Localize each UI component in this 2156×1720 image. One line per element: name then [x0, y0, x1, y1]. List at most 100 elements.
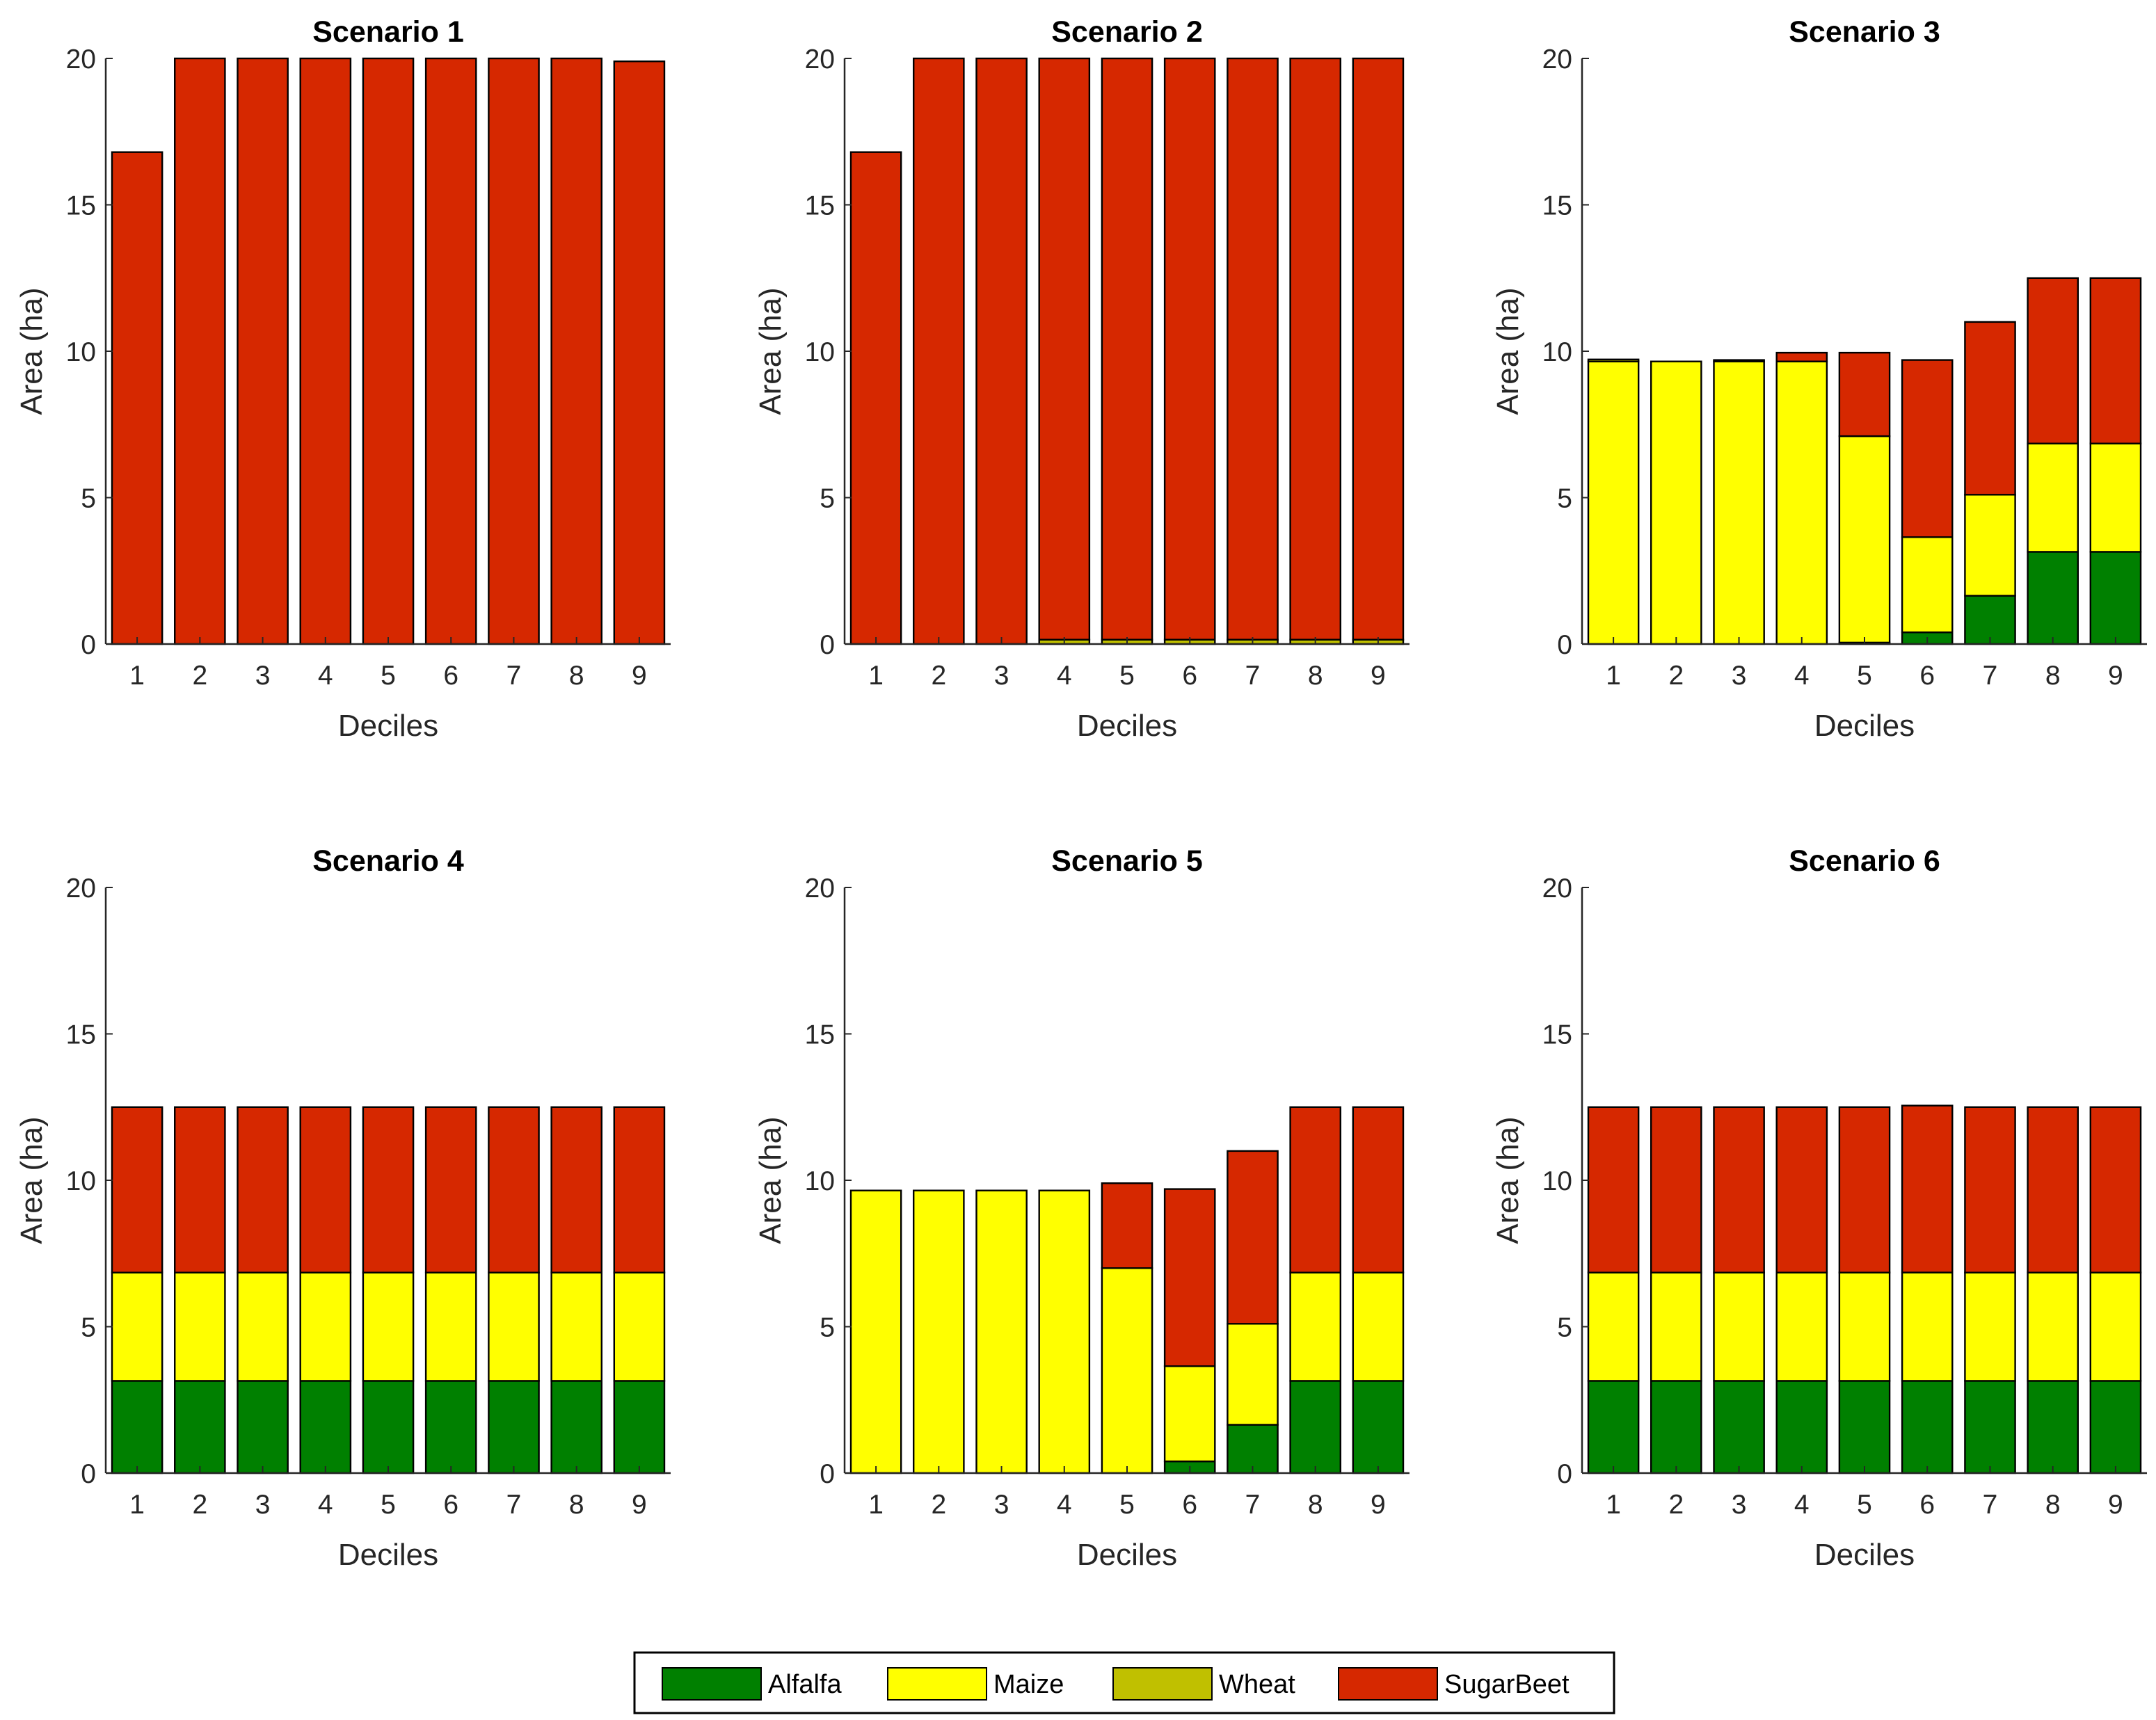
legend-swatch-alfalfa	[662, 1667, 762, 1701]
legend: Alfalfa Maize Wheat SugarBeet	[633, 1651, 1615, 1714]
x-axis-label: Deciles	[338, 709, 438, 743]
bar-maize-decile-4	[1775, 360, 1828, 645]
x-tick-label: 9	[632, 1490, 647, 1520]
x-tick-label: 5	[1857, 1490, 1872, 1520]
y-tick-label: 5	[820, 484, 835, 514]
y-tick-label: 15	[1542, 1020, 1572, 1050]
x-tick-label: 3	[255, 661, 271, 691]
x-tick-label: 7	[1983, 1490, 1998, 1520]
subplot-title: Scenario 4	[312, 844, 464, 878]
subplot-1: Scenario 1 0 5 10 15 20 1 2 3 4 5 6 7 8 9 Deciles Area (…	[15, 15, 671, 743]
y-tick-label: 10	[1542, 337, 1572, 367]
bar-wheat-decile-3	[1713, 359, 1765, 362]
y-tick-label: 10	[66, 337, 96, 367]
bar-alfalfa-decile-7	[1227, 1424, 1279, 1474]
x-tick-label: 3	[1732, 1490, 1747, 1520]
x-tick-label: 9	[632, 661, 647, 691]
bar-maize-decile-4	[1038, 1189, 1091, 1474]
subplot-title: Scenario 3	[1789, 15, 1940, 49]
bar-alfalfa-decile-3	[1713, 1380, 1765, 1474]
bar-sugarbeet-decile-4	[299, 57, 352, 645]
bar-alfalfa-decile-5	[1838, 1380, 1891, 1474]
y-tick-label: 15	[66, 191, 96, 221]
bar-sugarbeet-decile-8	[1289, 1106, 1341, 1273]
bar-alfalfa-decile-6	[424, 1380, 477, 1474]
x-tick-label: 2	[1668, 661, 1684, 691]
y-axis-label: Area (ha)	[1491, 1116, 1525, 1244]
bar-alfalfa-decile-8	[1289, 1380, 1341, 1474]
bar-maize-decile-2	[1650, 1271, 1702, 1382]
bar-sugarbeet-decile-5	[362, 57, 415, 645]
x-tick-label: 3	[255, 1490, 271, 1520]
x-tick-label: 5	[1119, 661, 1135, 691]
bar-alfalfa-decile-4	[1775, 1380, 1828, 1474]
y-tick-label: 0	[1557, 630, 1572, 660]
bar-sugarbeet-decile-1	[111, 1106, 163, 1273]
bar-sugarbeet-decile-5	[362, 1106, 415, 1273]
y-tick-label: 15	[805, 1020, 835, 1050]
bar-sugarbeet-decile-3	[237, 1106, 289, 1273]
bar-sugarbeet-decile-4	[1775, 351, 1828, 362]
bar-maize-decile-7	[1227, 1323, 1279, 1426]
subplot-3: Scenario 3 0 5 10 15 20 1 2 3 4 5 6 7 8 9 Deciles Area (…	[1491, 15, 2147, 743]
x-tick-label: 4	[1057, 1490, 1072, 1520]
y-tick-label: 10	[805, 337, 835, 367]
y-tick-label: 5	[820, 1313, 835, 1343]
bar-maize-decile-7	[488, 1271, 540, 1382]
bar-maize-decile-8	[1289, 1271, 1341, 1382]
bar-sugarbeet-decile-2	[173, 1106, 226, 1273]
y-axis-label: Area (ha)	[15, 287, 49, 415]
x-tick-label: 4	[318, 1490, 333, 1520]
x-tick-label: 5	[381, 1490, 396, 1520]
bar-sugarbeet-decile-3	[237, 57, 289, 645]
bar-maize-decile-7	[1964, 1271, 2016, 1382]
x-tick-label: 8	[2045, 1490, 2061, 1520]
bar-sugarbeet-decile-8	[1289, 57, 1341, 641]
bar-maize-decile-6	[1901, 536, 1954, 634]
bar-maize-decile-1	[1587, 1271, 1640, 1382]
x-axis-label: Deciles	[1077, 709, 1177, 743]
bar-wheat-decile-1	[1587, 358, 1640, 362]
subplot-title: Scenario 5	[1051, 844, 1203, 878]
bar-sugarbeet-decile-6	[1163, 1188, 1216, 1367]
bar-alfalfa-decile-1	[1587, 1380, 1640, 1474]
bar-maize-decile-4	[299, 1271, 352, 1382]
bar-maize-decile-3	[975, 1189, 1028, 1474]
x-tick-label: 1	[868, 661, 884, 691]
x-tick-label: 6	[1182, 1490, 1197, 1520]
x-tick-label: 9	[2108, 1490, 2123, 1520]
y-axis-label: Area (ha)	[753, 287, 788, 415]
bar-alfalfa-decile-8	[550, 1380, 602, 1474]
bar-maize-decile-9	[2089, 1271, 2142, 1382]
x-tick-label: 2	[931, 1490, 946, 1520]
bar-maize-decile-1	[1587, 360, 1640, 645]
bar-sugarbeet-decile-8	[550, 1106, 602, 1273]
x-tick-label: 6	[1919, 1490, 1935, 1520]
bar-sugarbeet-decile-9	[613, 60, 666, 645]
subplot-6: Scenario 6 0 5 10 15 20 1 2 3 4 5 6 7 8 9 Deciles Area (…	[1491, 844, 2147, 1572]
bar-sugarbeet-decile-5	[1101, 57, 1153, 641]
subplot-4: Scenario 4 0 5 10 15 20 1 2 3 4 5 6 7 8 9 Deciles Area (…	[15, 844, 671, 1572]
bar-sugarbeet-decile-4	[299, 1106, 352, 1273]
bar-sugarbeet-decile-8	[550, 57, 602, 645]
bar-sugarbeet-decile-4	[1775, 1106, 1828, 1273]
bar-maize-decile-8	[2027, 1271, 2079, 1382]
x-tick-label: 1	[129, 1490, 145, 1520]
x-axis-label: Deciles	[338, 1538, 438, 1572]
x-tick-label: 2	[1668, 1490, 1684, 1520]
x-tick-label: 9	[2108, 661, 2123, 691]
y-tick-label: 20	[1542, 45, 1572, 74]
x-tick-label: 5	[381, 661, 396, 691]
x-tick-label: 2	[192, 1490, 207, 1520]
legend-swatch-maize	[887, 1667, 987, 1701]
x-tick-label: 1	[1606, 1490, 1621, 1520]
bar-sugarbeet-decile-2	[912, 57, 965, 645]
y-tick-label: 20	[66, 874, 96, 903]
x-tick-label: 8	[1308, 661, 1323, 691]
bar-maize-decile-4	[1775, 1271, 1828, 1382]
bar-sugarbeet-decile-9	[2089, 277, 2142, 444]
legend-swatch-wheat	[1112, 1667, 1213, 1701]
bar-sugarbeet-decile-1	[849, 151, 902, 645]
